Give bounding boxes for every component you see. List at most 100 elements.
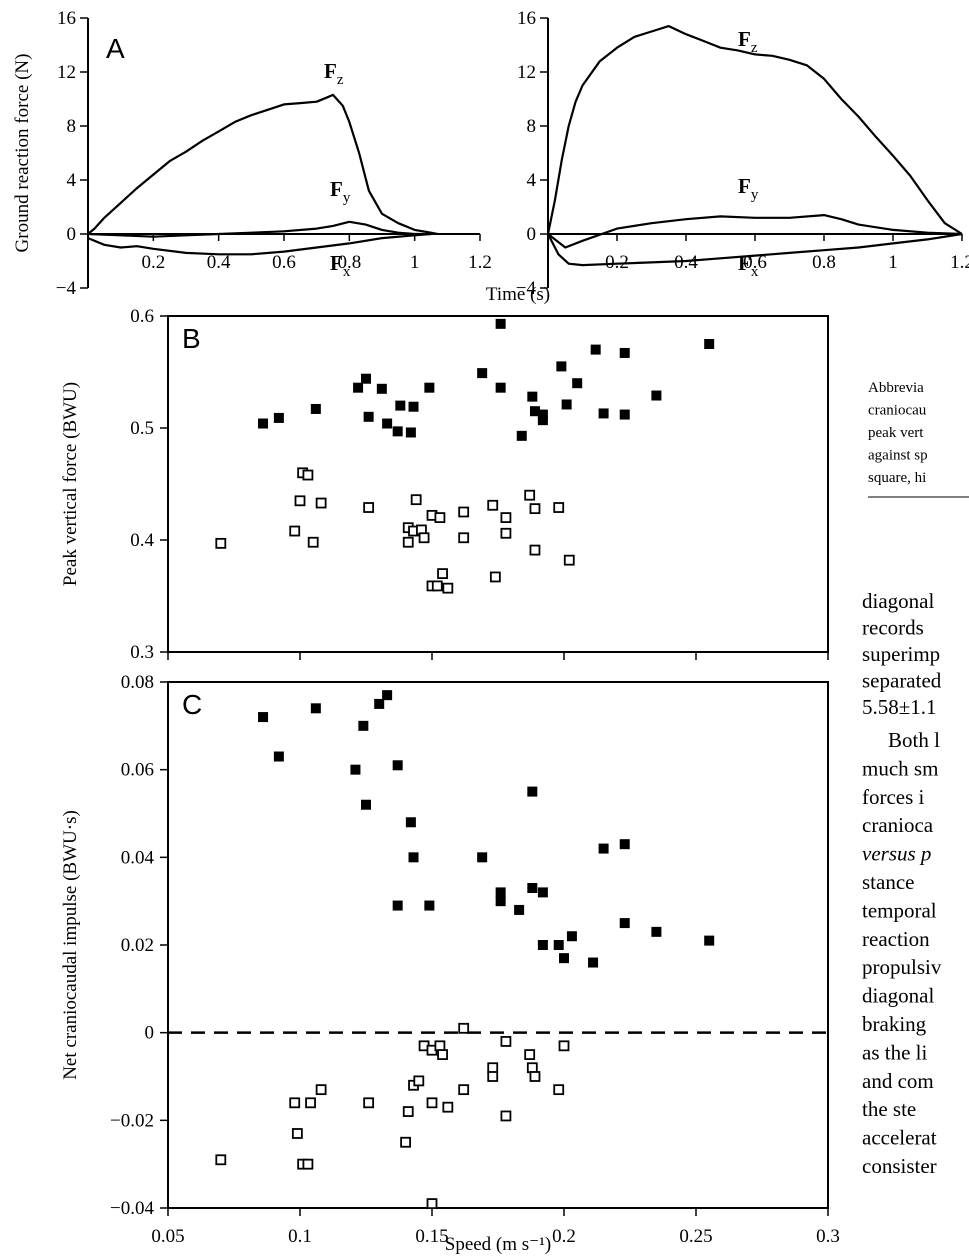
data-point-open [215, 537, 227, 549]
data-point-filled [537, 940, 548, 950]
data-point-open [418, 532, 430, 544]
data-point-filled [537, 415, 548, 426]
body-text-line: records [862, 616, 924, 640]
data-point-open [529, 544, 541, 556]
data-point-filled [495, 382, 506, 393]
data-point-filled [704, 339, 715, 349]
data-point-open [437, 568, 448, 579]
label-fy-left: Fy [330, 177, 351, 206]
body-text-line: superimp [862, 642, 940, 666]
y-tick-label: 16 [517, 8, 536, 29]
data-point-filled [553, 940, 564, 950]
x-tick-label: 0.2 [605, 252, 629, 273]
y-tick-label: 0 [67, 224, 77, 245]
data-point-open [524, 489, 536, 501]
data-point-filled [572, 378, 583, 389]
series-line-fx [547, 232, 963, 267]
body-text-line: reaction [862, 927, 930, 951]
data-point-filled [566, 931, 577, 942]
data-point-open [487, 1062, 499, 1074]
data-point-open [489, 571, 501, 583]
y-tick-label: 4 [67, 170, 77, 191]
y-tick-label: 0.04 [121, 847, 155, 868]
body-text-line: accelerat [862, 1126, 937, 1150]
data-point-filled [424, 382, 435, 393]
data-point-open [402, 1106, 414, 1117]
y-tick-label: 0.08 [121, 672, 154, 693]
data-point-open [302, 1158, 314, 1170]
body-text-line: separated [862, 669, 942, 693]
data-point-open [458, 1022, 470, 1034]
panel-letter-c: C [182, 689, 202, 720]
data-point-open [558, 1040, 570, 1052]
series-line-fx [87, 232, 432, 256]
data-point-filled [619, 347, 630, 358]
data-point-filled [405, 817, 416, 828]
data-point-filled [258, 712, 269, 723]
y-tick-label: 0.6 [130, 306, 154, 327]
series-line-fz [546, 25, 963, 235]
data-point-filled [514, 904, 525, 915]
y-axis-title: Net craniocaudal impulse (BWU·s) [60, 810, 81, 1080]
x-tick-label: 0.6 [272, 252, 296, 273]
y-tick-label: 12 [517, 62, 536, 83]
y-tick-label: −4 [516, 278, 537, 299]
data-point-filled [273, 751, 284, 762]
data-point-open [442, 1101, 454, 1113]
x-tick-label: 0.25 [679, 1226, 712, 1247]
data-point-filled [376, 383, 387, 394]
caption-text-line: peak vert [868, 425, 924, 441]
y-axis-title: Ground reaction force (N) [12, 54, 33, 253]
data-point-filled [395, 400, 406, 411]
body-text-line: much sm [862, 756, 938, 780]
data-point-open [553, 502, 565, 513]
data-point-filled [310, 403, 321, 414]
data-point-filled [651, 390, 662, 401]
data-point-filled [358, 720, 369, 731]
series-line-fy [547, 214, 963, 249]
data-point-open [434, 1040, 446, 1052]
x-tick-label: 0.05 [151, 1226, 184, 1247]
data-point-filled [350, 764, 361, 775]
y-tick-label: 8 [67, 116, 77, 137]
x-tick-label: 1 [888, 252, 898, 273]
data-point-filled [619, 409, 630, 420]
y-tick-label: −0.04 [110, 1198, 154, 1219]
data-point-filled [374, 698, 385, 709]
data-point-open [400, 1136, 412, 1148]
data-point-open [307, 536, 319, 548]
data-point-filled [361, 799, 371, 810]
y-tick-label: 0 [145, 1023, 155, 1044]
caption-text-line: Abbrevia [868, 380, 924, 396]
x-tick-label: 0.15 [415, 1226, 448, 1247]
x-tick-label: 1.2 [468, 252, 492, 273]
data-point-open [294, 495, 306, 507]
data-point-open [315, 1084, 327, 1096]
data-point-filled [590, 344, 601, 355]
data-point-open [524, 1049, 536, 1060]
body-text-line: Both l [888, 728, 940, 752]
data-point-filled [588, 957, 599, 968]
data-point-open [500, 1036, 512, 1047]
data-point-filled [527, 786, 538, 797]
data-point-open [437, 1049, 448, 1060]
body-text-line: versus p [862, 842, 931, 866]
x-axis-title-speed: Speed (m s⁻¹) [445, 1234, 552, 1255]
data-point-filled [392, 760, 403, 771]
y-tick-label: −0.02 [110, 1110, 154, 1131]
data-point-open [500, 512, 512, 523]
data-point-filled [598, 843, 609, 854]
data-point-open [426, 1198, 438, 1210]
data-point-filled [495, 887, 506, 898]
data-point-filled [408, 401, 419, 412]
data-point-open [500, 527, 512, 539]
x-tick-label: 0.4 [207, 252, 231, 273]
data-point-open [363, 1097, 375, 1109]
data-point-open [563, 554, 575, 566]
y-tick-label: 0.3 [130, 642, 154, 663]
body-text-line: 5.58±1.1 [862, 695, 937, 719]
data-point-filled [537, 409, 548, 420]
x-tick-label: 0.3 [816, 1226, 840, 1247]
data-point-filled [559, 953, 569, 964]
